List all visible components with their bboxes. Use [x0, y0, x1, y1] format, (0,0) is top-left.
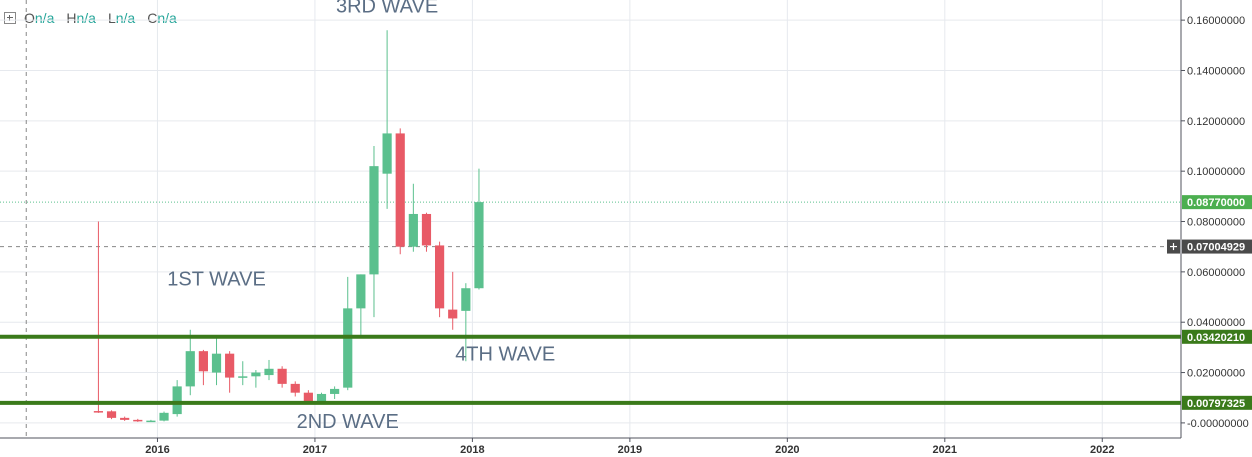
candle-body	[211, 353, 222, 373]
candle-body	[185, 351, 195, 387]
candle-body	[408, 213, 418, 247]
y-tick-label: 0.10000000	[1187, 166, 1245, 178]
y-tick-label: 0.04000000	[1187, 317, 1245, 329]
candle-body	[198, 351, 208, 372]
x-tick-label: 2017	[303, 444, 327, 456]
support-label-lower-bg	[1182, 395, 1252, 410]
crosshair-price-label: 0.07004929	[1187, 242, 1245, 254]
high-value: n/a	[76, 10, 96, 26]
low-value: n/a	[115, 10, 136, 26]
open-label: O	[24, 10, 35, 26]
wave-annotation: 2ND WAVE	[297, 411, 399, 433]
candle-body	[159, 412, 169, 421]
candle-body	[264, 368, 274, 376]
candle-body	[474, 202, 484, 289]
close-label: C	[147, 10, 158, 26]
candle-body	[225, 353, 235, 378]
x-tick-label: 2022	[1090, 444, 1114, 456]
high-label: H	[66, 10, 77, 26]
candle-body	[395, 133, 405, 247]
x-tick-label: 2018	[460, 444, 484, 456]
candle-body	[172, 386, 182, 415]
y-tick-label: -0.00000000	[1187, 418, 1249, 430]
candle-body	[369, 166, 379, 275]
open-value: n/a	[34, 10, 55, 26]
wave-annotation: 1ST WAVE	[167, 269, 266, 291]
y-tick-label: 0.08000000	[1187, 217, 1245, 229]
close-value: n/a	[157, 10, 177, 26]
candle-body	[330, 388, 340, 394]
last-price-label: 0.08770000	[1187, 197, 1245, 209]
candle-body	[93, 411, 104, 413]
candle-body	[106, 411, 117, 418]
low-label: L	[107, 10, 116, 26]
x-tick-label: 2021	[933, 444, 957, 456]
last-price-label-bg	[1182, 195, 1252, 210]
support-label-upper: 0.03420210	[1187, 332, 1245, 344]
wave-annotation: 3RD WAVE	[336, 0, 438, 18]
crosshair-price-label-bg	[1182, 239, 1252, 254]
y-tick-label: 0.06000000	[1187, 267, 1245, 279]
candle-body	[290, 383, 300, 393]
y-tick-label: 0.02000000	[1187, 368, 1245, 380]
support-label-lower: 0.00797325	[1187, 398, 1245, 410]
candle-body	[238, 376, 248, 378]
y-tick-label: 0.12000000	[1187, 116, 1245, 128]
candle-body	[356, 274, 366, 309]
wave-annotation: 4TH WAVE	[455, 343, 555, 365]
expand-icon[interactable]	[4, 12, 16, 24]
candle-body	[382, 133, 392, 174]
candle-body	[421, 213, 432, 246]
candle-body	[435, 245, 445, 309]
support-label-upper-bg	[1182, 329, 1252, 344]
candle-body	[277, 368, 287, 384]
y-tick-label: 0.14000000	[1187, 65, 1245, 77]
ohlc-legend: On/a Hn/a Ln/a Cn/a	[4, 10, 183, 26]
x-tick-label: 2016	[145, 444, 169, 456]
candle-body	[303, 392, 313, 402]
x-tick-label: 2019	[618, 444, 642, 456]
candle-body	[461, 288, 471, 311]
candle-body	[146, 420, 156, 423]
y-tick-label: 0.16000000	[1187, 15, 1245, 27]
candle-body	[343, 308, 353, 388]
candle-body	[120, 417, 130, 420]
candle-body	[448, 309, 458, 319]
x-tick-label: 2020	[775, 444, 799, 456]
candle-body	[133, 419, 143, 422]
candle-body	[316, 393, 327, 402]
candle-body	[251, 372, 261, 377]
